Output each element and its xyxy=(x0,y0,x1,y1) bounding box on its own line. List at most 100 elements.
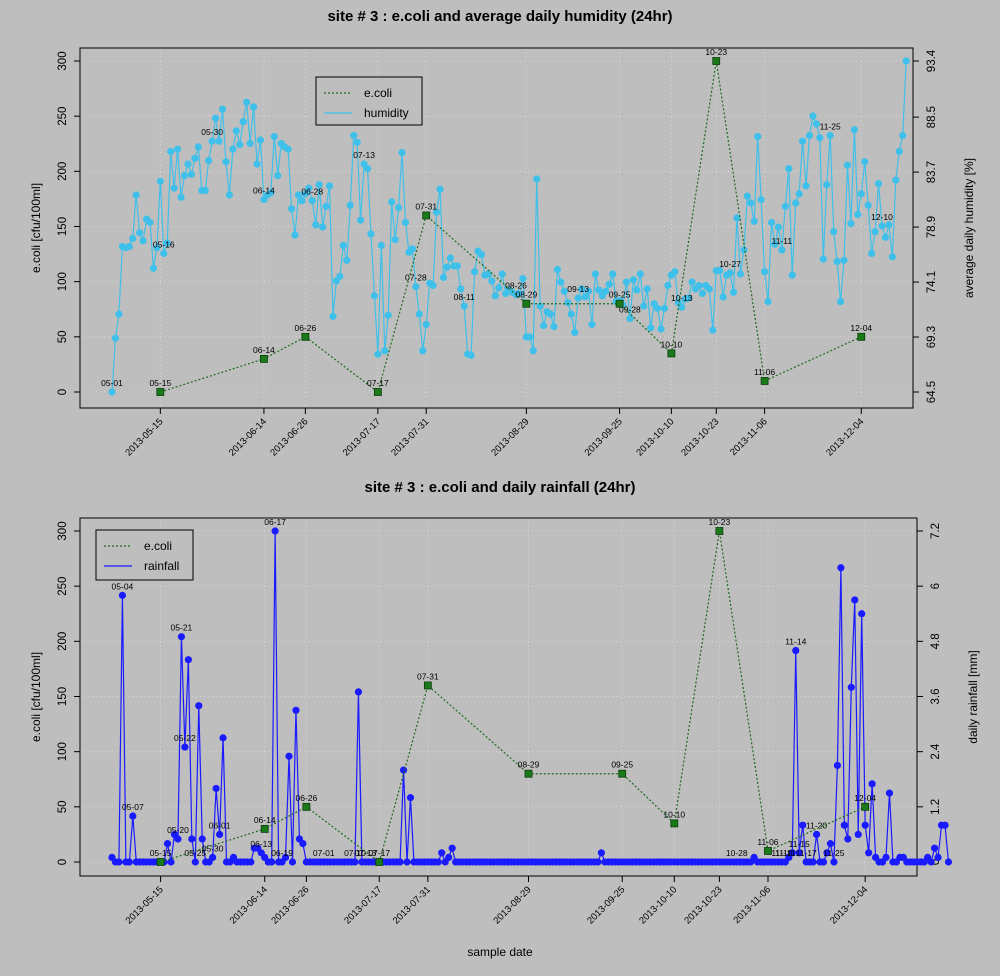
data-point-humidity xyxy=(208,137,216,145)
data-point-humidity xyxy=(232,127,240,135)
data-point-humidity xyxy=(174,145,182,153)
data-point-humidity xyxy=(874,179,883,188)
data-point-humidity xyxy=(519,275,527,283)
data-point-rainfall xyxy=(403,858,411,866)
data-point-humidity xyxy=(256,136,265,144)
data-point-rainfall xyxy=(212,784,220,793)
data-point-humidity xyxy=(671,268,679,276)
data-point-humidity xyxy=(163,239,171,247)
legend-label-e.coli: e.coli xyxy=(144,539,172,553)
data-point-e.coli xyxy=(156,388,165,396)
point-label-rainfall: 06-17 xyxy=(264,517,286,527)
x-tick-label: 2013-12-04 xyxy=(824,416,866,458)
data-point-humidity xyxy=(833,257,841,266)
data-point-rainfall xyxy=(163,840,172,848)
y-tick-label: 50 xyxy=(57,330,69,343)
point-label-rainfall: 06-19 xyxy=(271,848,293,858)
y-tick-label: 100 xyxy=(57,742,69,761)
x-tick-label: 2013-10-10 xyxy=(634,416,676,458)
data-point-humidity xyxy=(743,192,751,200)
point-label-rainfall: 11-14 xyxy=(785,637,806,647)
data-point-humidity xyxy=(408,245,417,253)
data-point-e.coli xyxy=(760,377,769,385)
data-point-rainfall xyxy=(799,821,807,829)
y-tick-label: 100 xyxy=(57,272,69,291)
data-point-e.coli xyxy=(156,858,165,866)
data-point-humidity xyxy=(388,198,396,206)
chart-title: site # 3 : e.coli and average daily humi… xyxy=(327,8,672,25)
data-point-humidity xyxy=(443,263,451,271)
data-point-humidity xyxy=(633,286,641,294)
point-label-e.coli: 07-31 xyxy=(415,201,437,211)
data-point-humidity xyxy=(840,256,848,264)
point-label-e.coli: 10-10 xyxy=(663,809,685,819)
data-point-humidity xyxy=(308,197,316,205)
point-label-humidity: 05-16 xyxy=(153,239,175,249)
data-point-humidity xyxy=(550,323,558,331)
data-point-humidity xyxy=(640,302,648,310)
data-point-humidity xyxy=(477,250,486,259)
point-label-e.coli: 11-06 xyxy=(757,837,778,847)
chart-panel-2: site # 3 : e.coli and daily rainfall (24… xyxy=(29,479,980,959)
legend-label-e.coli: e.coli xyxy=(364,86,392,100)
data-point-humidity xyxy=(571,328,579,337)
data-point-humidity xyxy=(754,132,762,141)
point-label-humidity: 08-26 xyxy=(505,281,527,291)
data-point-humidity xyxy=(878,222,886,230)
data-point-humidity xyxy=(533,175,541,183)
data-point-humidity xyxy=(201,186,209,195)
point-label-e.coli: 07-17 xyxy=(368,848,390,858)
data-point-humidity xyxy=(398,149,406,157)
point-label-rainfall: 11-15 xyxy=(789,839,810,849)
point-label-humidity: 06-14 xyxy=(253,186,275,196)
legend: e.coli rainfall xyxy=(95,529,194,581)
x-tick-label: 2013-09-25 xyxy=(583,416,625,458)
data-point-e.coli xyxy=(423,681,432,690)
data-point-rainfall xyxy=(823,849,831,857)
data-point-e.coli xyxy=(522,299,531,308)
data-point-humidity xyxy=(439,273,448,282)
series-line-e.coli xyxy=(160,60,862,394)
data-point-humidity xyxy=(557,278,565,286)
data-point-e.coli xyxy=(618,769,627,778)
data-point-rainfall xyxy=(448,844,456,852)
data-point-humidity xyxy=(868,249,876,258)
data-point-humidity xyxy=(536,302,544,310)
data-point-humidity xyxy=(215,137,223,145)
data-point-humidity xyxy=(830,228,838,236)
data-point-humidity xyxy=(902,57,910,65)
data-point-e.coli xyxy=(260,354,268,363)
data-point-rainfall xyxy=(809,858,817,866)
point-label-rainfall: 11-11 xyxy=(775,848,796,858)
point-label-e.coli: 06-26 xyxy=(294,323,316,333)
data-point-humidity xyxy=(146,218,154,227)
data-point-humidity xyxy=(491,292,499,300)
point-label-humidity: 11-25 xyxy=(820,121,841,131)
data-point-e.coli xyxy=(667,349,676,358)
data-point-humidity xyxy=(885,221,893,229)
data-point-humidity xyxy=(567,310,575,318)
data-point-humidity xyxy=(381,347,389,355)
data-point-humidity xyxy=(129,234,137,243)
data-point-humidity xyxy=(191,154,199,162)
y-tick-label: 250 xyxy=(57,577,69,596)
data-point-humidity xyxy=(871,228,879,236)
data-point-humidity xyxy=(626,315,634,323)
data-point-e.coli xyxy=(375,858,384,866)
data-point-humidity xyxy=(108,388,116,396)
data-point-humidity xyxy=(892,176,900,184)
data-point-humidity xyxy=(156,177,164,185)
data-point-humidity xyxy=(270,132,278,141)
y2-tick-label: 64.5 xyxy=(926,381,938,403)
data-point-e.coli xyxy=(615,299,624,308)
data-point-humidity xyxy=(132,191,140,199)
data-point-humidity xyxy=(899,131,907,140)
data-point-humidity xyxy=(180,171,189,180)
data-point-humidity xyxy=(826,131,834,140)
data-point-rainfall xyxy=(288,858,297,866)
y2-tick-label: 6 xyxy=(930,583,942,589)
point-label-rainfall: 05-22 xyxy=(174,733,196,743)
point-label-rainfall: 05-04 xyxy=(112,581,134,591)
data-point-humidity xyxy=(246,139,254,148)
data-point-humidity xyxy=(764,297,772,306)
